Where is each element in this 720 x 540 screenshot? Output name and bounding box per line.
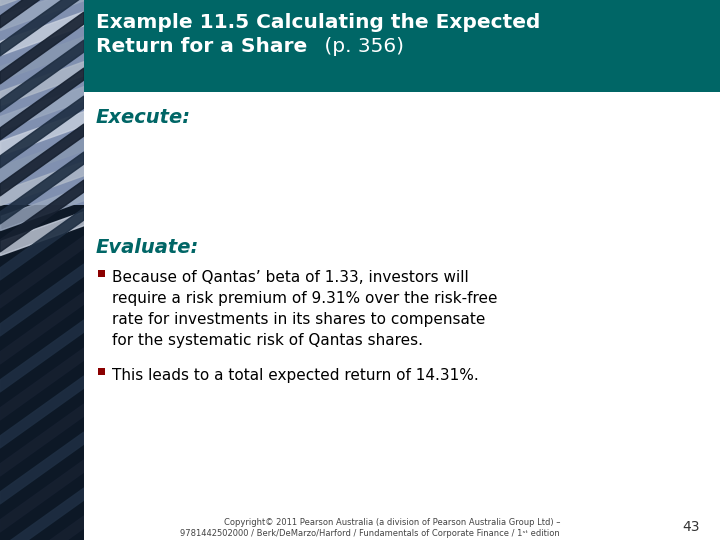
Bar: [98, 270, 105, 277]
Polygon shape: [0, 460, 84, 532]
Bar: [98, 368, 105, 375]
Text: This leads to a total expected return of 14.31%.: This leads to a total expected return of…: [112, 368, 479, 383]
Polygon shape: [0, 152, 84, 224]
Polygon shape: [0, 376, 84, 448]
Bar: [0, 205, 84, 540]
Polygon shape: [0, 0, 84, 28]
Polygon shape: [0, 96, 84, 168]
Polygon shape: [0, 516, 84, 540]
Polygon shape: [0, 236, 84, 308]
Text: Copyright© 2011 Pearson Australia (a division of Pearson Australia Group Ltd) –: Copyright© 2011 Pearson Australia (a div…: [223, 518, 560, 527]
Polygon shape: [0, 40, 84, 112]
Bar: [0, 0, 84, 205]
Polygon shape: [0, 68, 84, 140]
Polygon shape: [0, 208, 84, 280]
Polygon shape: [0, 264, 84, 336]
Text: 9781442502000 / Berk/DeMarzo/Harford / Fundamentals of Corporate Finance / 1ˢᵗ e: 9781442502000 / Berk/DeMarzo/Harford / F…: [180, 529, 560, 538]
Polygon shape: [0, 488, 84, 540]
Text: Execute:: Execute:: [96, 108, 191, 127]
Polygon shape: [0, 124, 84, 196]
Polygon shape: [0, 348, 84, 420]
Text: Because of Qantas’ beta of 1.33, investors will
require a risk premium of 9.31% : Because of Qantas’ beta of 1.33, investo…: [112, 270, 498, 348]
Polygon shape: [0, 180, 84, 252]
Bar: [84, 0, 720, 92]
Text: 43: 43: [683, 520, 700, 534]
Polygon shape: [0, 320, 84, 392]
Bar: [84, 0, 720, 540]
Text: Return for a Share: Return for a Share: [96, 37, 307, 56]
Text: (p. 356): (p. 356): [318, 37, 404, 56]
Polygon shape: [0, 292, 84, 364]
Polygon shape: [0, 432, 84, 504]
Polygon shape: [0, 12, 84, 84]
Text: Evaluate:: Evaluate:: [96, 238, 199, 257]
Polygon shape: [0, 0, 84, 56]
Text: Example 11.5 Calculating the Expected: Example 11.5 Calculating the Expected: [96, 13, 541, 32]
Polygon shape: [0, 404, 84, 476]
